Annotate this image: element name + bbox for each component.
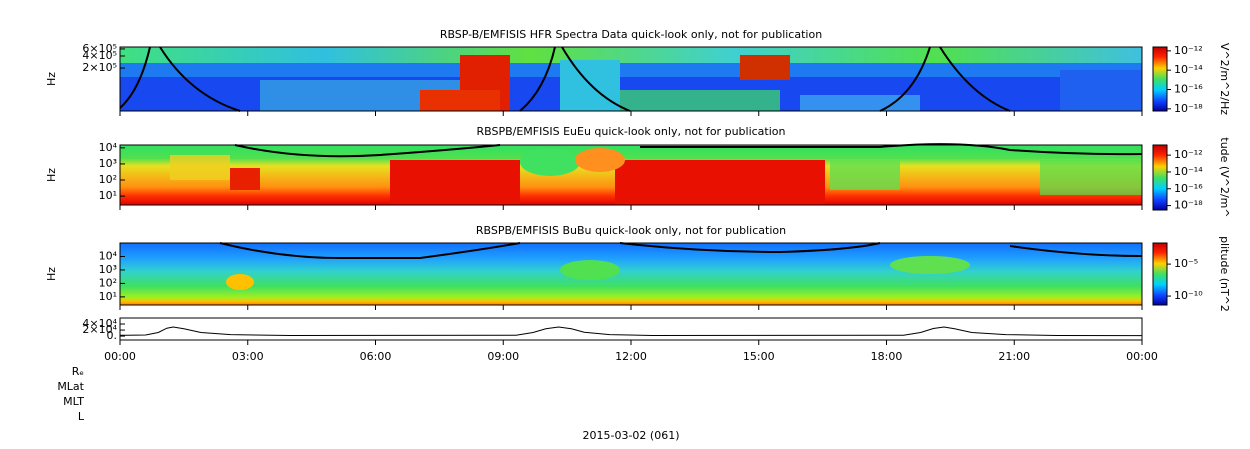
colorbar-tick-label: 10⁻¹⁸ [1174,102,1203,115]
colorbar-label: tude (V^2/m^ [1218,137,1231,217]
colorbar-frame [1152,46,1168,112]
panel-title: RBSP-B/EMFISIS HFR Spectra Data quick-lo… [440,28,822,41]
colorbar-tick-label: 10⁻¹² [1174,44,1203,57]
y-tick-label: 10³ [99,263,117,276]
colorbar-tick-label: 10⁻¹⁰ [1174,289,1203,302]
colorbar-tick-label: 10⁻¹⁶ [1174,83,1203,96]
x-tick-label: 18:00 [871,350,903,363]
colorbar-tick-label: 10⁻¹⁴ [1174,63,1203,76]
y-tick-label: 2×10⁵ [82,61,117,74]
colorbar-frame [1152,242,1168,306]
x-axis-label: 2015-03-02 (061) [582,429,679,442]
x-tick-label: 15:00 [743,350,775,363]
panel-title: RBSPB/EMFISIS EuEu quick-look only, not … [476,125,785,138]
y-tick-label: 0. [107,329,118,342]
y-tick-label: 10¹ [99,189,117,202]
panel-title: RBSPB/EMFISIS BuBu quick-look only, not … [476,224,786,237]
x-tick-label: 09:00 [487,350,519,363]
colorbar-label: V^2/m^2/Hz [1218,43,1231,115]
colorbar-frame [1152,144,1168,211]
row-label: Rₑ [72,365,84,378]
y-tick-label: 4×10⁵ [82,49,117,62]
colorbar-tick-label: 10⁻¹⁶ [1174,182,1203,195]
x-tick-label: 03:00 [232,350,264,363]
y-tick-label: 10⁴ [99,249,118,262]
row-label: MLT [63,395,84,408]
y-tick-label: 10² [99,276,117,289]
spectrogram-image [120,242,1143,305]
colorbar-tick-label: 10⁻⁵ [1174,257,1198,270]
y-axis-label: Hz [45,267,58,281]
colorbar-label: plitude (nT^2 [1218,236,1231,312]
data-line [119,326,1143,337]
row-label: MLat [57,380,84,393]
y-tick-label: 4×10⁴ [82,317,117,330]
y-tick-label: 6×10⁵ [82,42,117,55]
spectrogram-image [120,143,1143,205]
colorbar-tick-label: 10⁻¹² [1174,148,1203,161]
colorbar-tick-label: 10⁻¹⁸ [1174,199,1203,212]
y-axis-label: Hz [45,72,58,86]
y-tick-label: 10³ [99,157,117,170]
colorbar-tick-label: 10⁻¹⁴ [1174,165,1203,178]
y-tick-label: 2×10⁴ [82,323,117,336]
y-tick-label: 10⁴ [99,141,118,154]
x-tick-label: 12:00 [615,350,647,363]
y-axis-label: Hz [45,168,58,182]
colorbar [1153,47,1167,305]
x-tick-label: 00:00 [104,350,136,363]
x-tick-label: 21:00 [998,350,1030,363]
y-tick-label: 10² [99,173,117,186]
spectrogram-image [119,46,1142,112]
row-label: L [78,410,85,423]
x-tick-label: 00:00 [1126,350,1158,363]
plot-frame [119,317,1143,341]
y-tick-label: 10¹ [99,290,117,303]
x-tick-label: 06:00 [360,350,392,363]
